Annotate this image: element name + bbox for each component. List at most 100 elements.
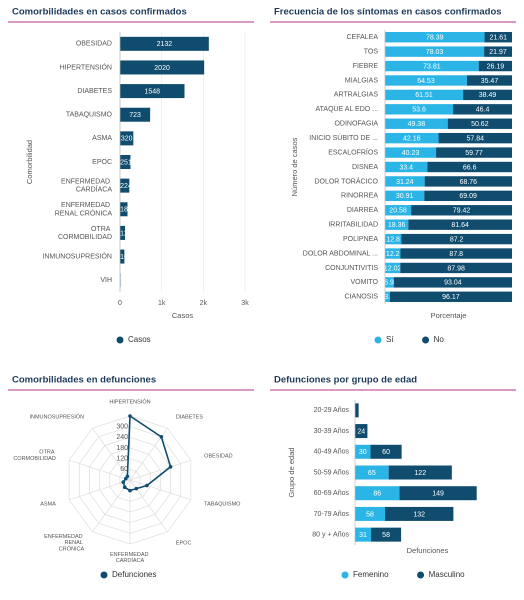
- value-label: 105: [120, 254, 132, 261]
- radar-point: [122, 485, 127, 489]
- category-label: ATAQUE AL EDO ...: [316, 106, 379, 113]
- category-label: 70-79 Años: [314, 511, 350, 518]
- bar: [484, 32, 512, 43]
- x-axis-label: Casos: [172, 311, 194, 320]
- category-label: HIPERTENSIÓN: [60, 62, 112, 71]
- category-label: ASMA: [92, 135, 112, 142]
- value-label: 31: [359, 532, 367, 539]
- y-axis-label: Comorbilidad: [25, 140, 34, 184]
- category-label: 30-39 Años: [314, 428, 350, 435]
- value-label: 251: [120, 159, 132, 166]
- value-label: 69.09: [459, 193, 477, 200]
- bar: [389, 291, 512, 302]
- category-label: ODINOFAGIA: [334, 121, 378, 128]
- category-label: 50-59 Años: [314, 469, 350, 476]
- value-label: 122: [414, 470, 426, 477]
- value-label: 59.77: [465, 150, 483, 157]
- category-label: MIALGIAS: [345, 77, 378, 84]
- bar: [385, 205, 412, 216]
- x-tick-label: 2k: [200, 300, 208, 307]
- bar: [427, 161, 512, 173]
- bar: [385, 89, 464, 101]
- value-label: 30.91: [396, 193, 414, 200]
- bar: [371, 527, 402, 542]
- bar: [463, 89, 512, 101]
- value-label: 42.16: [403, 136, 421, 143]
- chart-title: Comorbilidades en casos confirmados: [12, 7, 187, 18]
- bar: [120, 178, 130, 193]
- bar: [385, 219, 409, 230]
- bar: [385, 104, 454, 115]
- bar: [399, 486, 477, 501]
- category-label: VOMITO: [351, 279, 379, 286]
- category-label: HIPERTENSIÓN: [109, 398, 150, 405]
- value-label: 224: [120, 183, 132, 190]
- legend-label: Femenino: [353, 570, 389, 579]
- value-label: 12.8: [386, 236, 400, 243]
- value-label: 1548: [144, 88, 160, 95]
- bar: [120, 84, 185, 99]
- x-axis-label: Defunciones: [407, 546, 449, 555]
- x-tick-label: 0: [118, 300, 122, 307]
- bar: [120, 131, 134, 146]
- value-label: 121: [120, 230, 132, 237]
- value-label: 12.02: [384, 265, 402, 272]
- category-label: INMUNOSUPRESIÓN: [29, 413, 84, 420]
- x-axis-label: Porcentaje: [431, 311, 467, 320]
- bar: [385, 506, 454, 521]
- bar: [370, 444, 402, 459]
- y-axis-label: Grupo de edad: [287, 447, 296, 497]
- legend-label: Masculino: [429, 570, 466, 579]
- legend-label: Defunciones: [112, 570, 156, 579]
- r-tick-label: 180: [116, 445, 128, 452]
- bar: [120, 249, 125, 264]
- bar: [120, 202, 128, 217]
- radar-point: [145, 483, 149, 488]
- value-label: 86: [373, 491, 381, 498]
- bar: [393, 277, 512, 288]
- x-tick-label: 3k: [241, 300, 249, 307]
- category-label: OTRA CORMOBILIDAD: [13, 450, 56, 462]
- bar: [120, 36, 209, 51]
- radar-point: [168, 465, 173, 469]
- category-label: ENFERMEDAD CARDÍACA: [61, 178, 112, 193]
- value-label: 96.17: [442, 294, 460, 301]
- value-label: 60: [382, 449, 390, 456]
- category-label: DIARREA: [347, 207, 378, 214]
- value-label: 81.64: [451, 222, 469, 229]
- value-label: 65: [368, 470, 376, 477]
- bar: [385, 176, 425, 187]
- value-label: 18.36: [388, 222, 406, 229]
- legend-label: Casos: [128, 335, 151, 344]
- bar: [385, 262, 401, 274]
- bar: [355, 403, 359, 418]
- category-label: INICIO SÚBITO DE ...: [309, 133, 378, 142]
- category-label: RINORREA: [341, 193, 378, 200]
- bar: [401, 233, 512, 245]
- category-label: EPOC: [176, 541, 192, 547]
- bar: [385, 291, 390, 302]
- value-label: 132: [413, 511, 425, 518]
- value-label: 21.61: [490, 35, 508, 42]
- radar-point: [125, 474, 130, 479]
- legend-marker: [374, 336, 382, 344]
- legend-marker: [422, 336, 430, 344]
- r-tick-label: 60: [120, 466, 128, 473]
- value-label: 49.38: [408, 121, 426, 128]
- radar-point: [128, 414, 132, 418]
- y-axis-label: Número de casos: [290, 137, 299, 196]
- bar: [355, 506, 386, 521]
- category-label: EPOC: [92, 159, 112, 166]
- bar: [408, 219, 512, 230]
- bar: [424, 176, 512, 187]
- category-label: CIANOSIS: [345, 294, 379, 301]
- bar: [400, 262, 512, 274]
- value-label: 35.47: [481, 78, 499, 85]
- value-label: 50.62: [471, 121, 489, 128]
- legend-label: No: [434, 335, 445, 344]
- value-label: 40.23: [402, 150, 420, 157]
- category-label: IRRITABILIDAD: [328, 222, 378, 229]
- bar: [411, 205, 512, 216]
